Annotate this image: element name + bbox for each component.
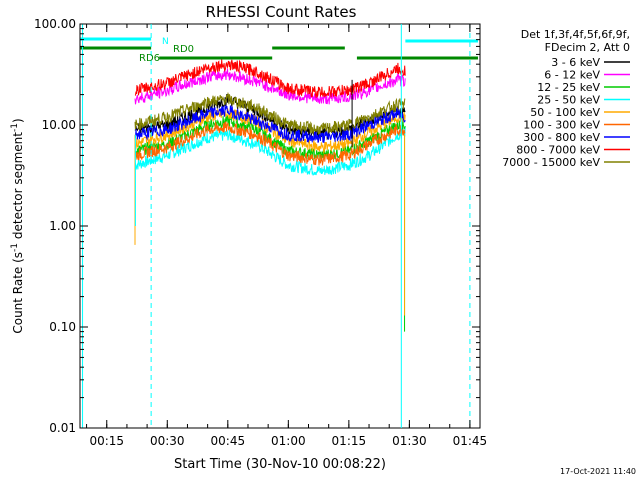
series-line	[134, 59, 406, 98]
legend-label: 12 - 25 keV	[537, 81, 600, 94]
legend-label: 50 - 100 keV	[530, 106, 600, 119]
footer-timestamp: 17-Oct-2021 11:40	[560, 467, 636, 476]
y-axis-label-sup1: -1	[10, 243, 20, 252]
legend-label: 7000 - 15000 keV	[502, 156, 600, 169]
legend-label: 300 - 800 keV	[523, 131, 600, 144]
y-axis-label-mid: detector segment	[11, 132, 25, 243]
x-tick-label: 01:30	[392, 434, 427, 448]
y-tick-label: 10.00	[42, 118, 76, 132]
state-bars-group	[80, 37, 478, 60]
y-axis-label-sup2: -1	[10, 123, 20, 132]
y-tick-label: 0.01	[49, 421, 76, 435]
series-line	[134, 121, 406, 166]
y-tick-label: 100.00	[34, 17, 76, 31]
series-line	[134, 104, 406, 143]
series-line	[134, 91, 406, 136]
y-axis-label: Count Rate (s-1 detector segment-1)	[10, 118, 25, 333]
series-line	[134, 127, 406, 177]
legend-label: 800 - 7000 keV	[516, 144, 600, 157]
x-tick-label: 01:45	[453, 434, 488, 448]
x-tick-label: 00:15	[89, 434, 124, 448]
legend-header-1: Det 1f,3f,4f,5f,6f,9f,	[521, 28, 630, 41]
annotation-n: N	[162, 37, 169, 47]
y-axis-label-end: )	[11, 118, 25, 123]
y-axis-label-main: Count Rate (s	[11, 252, 25, 334]
annotation-rd6: RD6	[139, 53, 160, 64]
y-tick-label: 1.00	[49, 219, 76, 233]
x-tick-label: 00:30	[150, 434, 185, 448]
series-group	[134, 59, 406, 332]
legend-label: 25 - 50 keV	[537, 94, 600, 107]
series-line	[134, 68, 406, 105]
legend-header-2: FDecim 2, Att 0	[545, 41, 630, 54]
x-tick-label: 01:15	[332, 434, 367, 448]
x-ticks-group: 00:15 00:30 00:45 01:00 01:15 01:30 01:45	[86, 24, 488, 448]
legend-label: 6 - 12 keV	[544, 69, 600, 82]
x-tick-label: 01:00	[271, 434, 306, 448]
x-axis-label: Start Time (30-Nov-10 00:08:22)	[174, 457, 386, 472]
annotation-rd0: RD0	[173, 44, 194, 55]
x-tick-label: 00:45	[211, 434, 246, 448]
chart-title: RHESSI Count Rates	[206, 3, 357, 21]
vertical-lines-group	[82, 24, 471, 428]
legend: Det 1f,3f,4f,5f,6f,9f, FDecim 2, Att 0 3…	[502, 28, 630, 169]
legend-label: 100 - 300 keV	[523, 119, 600, 132]
legend-label: 3 - 6 keV	[551, 56, 600, 69]
y-tick-label: 0.10	[49, 320, 76, 334]
y-ticks-group: 100.00 10.00 1.00 0.10 0.01	[34, 17, 480, 435]
